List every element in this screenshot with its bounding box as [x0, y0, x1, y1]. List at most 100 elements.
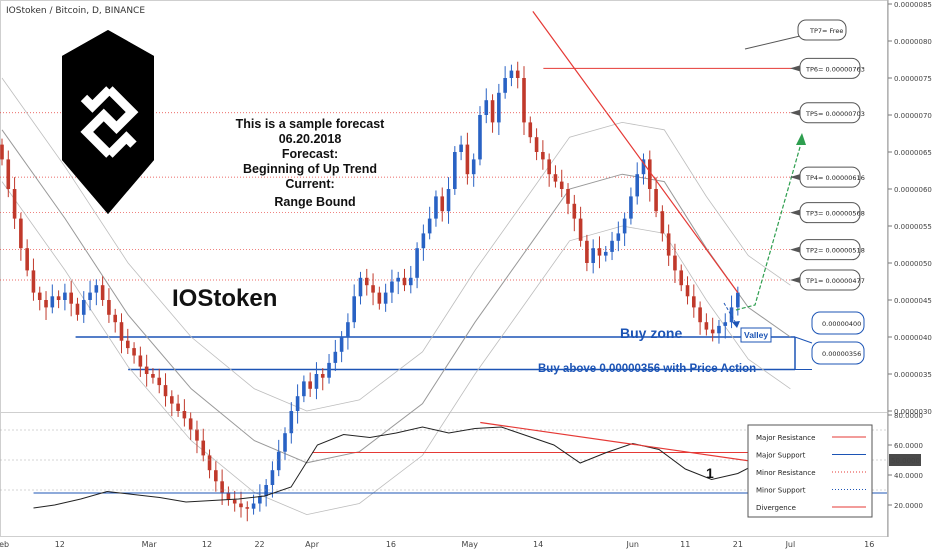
legend-label: Minor Resistance: [756, 469, 816, 477]
valley-label: Valley: [744, 330, 768, 340]
candle-body: [647, 159, 652, 189]
candle-body: [729, 307, 734, 323]
tp-callout-pointer: [790, 65, 800, 72]
grid-layer: [0, 67, 800, 281]
candle-body: [283, 433, 287, 452]
candle-body: [553, 174, 558, 182]
candle-body: [679, 270, 684, 286]
candle-body: [635, 174, 640, 197]
candle-body: [19, 218, 23, 249]
candle-body: [333, 351, 338, 363]
candle-body: [572, 203, 577, 219]
valley-box: [740, 327, 772, 343]
date-tick-label: 11: [680, 540, 690, 549]
legend-label: Major Resistance: [756, 434, 815, 442]
candle-body: [616, 233, 621, 241]
svg-text:06.20.2018: 06.20.2018: [279, 132, 342, 146]
candle-body: [597, 248, 602, 256]
candles: [0, 61, 740, 522]
osc-tick-label: 20.0000: [894, 502, 923, 510]
candle-body: [641, 159, 646, 175]
candle-body: [377, 292, 382, 304]
date-tick-label: Jun: [625, 540, 639, 549]
candle-body: [25, 248, 29, 271]
candle-body: [176, 403, 180, 411]
svg-text:Range Bound: Range Bound: [274, 195, 355, 209]
osc-tick-label: 40.0000: [894, 472, 923, 480]
forecast-up-arrow: [735, 139, 803, 311]
candle-body: [471, 159, 476, 175]
candle-body: [402, 277, 407, 286]
candle-body: [692, 296, 696, 308]
date-tick-label: Feb: [0, 540, 9, 549]
candle-body: [81, 300, 86, 315]
divergence-line: [480, 421, 765, 464]
candle-body: [308, 381, 312, 389]
candle-body: [585, 240, 589, 263]
tp-callout-pointer: [790, 209, 800, 216]
candle-body: [704, 322, 709, 330]
tp-callout-label: TP3= 0.00000568: [805, 210, 865, 218]
price-tick-label: 0.00000400: [894, 334, 932, 342]
candle-body: [119, 322, 124, 341]
zone-layer: [75, 336, 813, 371]
candle-body: [591, 248, 595, 263]
svg-text:Forecast:: Forecast:: [282, 147, 338, 161]
tp7-callout: TP7= Free: [744, 19, 847, 50]
candle-body: [151, 374, 155, 378]
candle-body: [603, 251, 608, 256]
oscillator-line: [33, 426, 765, 509]
lower-band-line: [1, 181, 791, 516]
osc-current-value: 50.0000: [891, 457, 920, 465]
tp-callout-label: TP2= 0.00000518: [805, 247, 865, 255]
candle-body: [44, 300, 48, 308]
candle-body: [522, 78, 526, 123]
candle-body: [346, 322, 350, 337]
price-tick-label: 0.00000300: [894, 408, 932, 416]
date-tick-label: 12: [55, 540, 65, 549]
date-tick-label: Mar: [142, 540, 158, 549]
candle-body: [207, 455, 212, 471]
candle-body: [629, 196, 633, 219]
candle-body: [138, 355, 143, 367]
candle-body: [673, 255, 677, 271]
legend-label: Divergence: [756, 504, 796, 512]
candle-body: [440, 196, 445, 212]
candle-body: [214, 470, 218, 482]
tp-callout-pointer: [790, 246, 800, 253]
candle-body: [270, 470, 275, 485]
candle-body: [478, 115, 482, 160]
candle-body: [515, 70, 520, 78]
candle-body: [50, 296, 55, 308]
candle-body: [371, 285, 375, 293]
candle-body: [188, 418, 193, 430]
tp-callout-pointer: [790, 277, 800, 284]
candle-body: [31, 270, 36, 293]
candle-body: [0, 144, 4, 160]
svg-text:Current:: Current:: [285, 177, 334, 191]
candle-body: [107, 300, 111, 315]
candle-body: [528, 122, 533, 138]
candle-body: [12, 189, 17, 219]
candle-body: [6, 159, 11, 189]
candle-body: [182, 411, 187, 419]
tp-callout-pointer: [790, 174, 800, 181]
date-tick-label: 12: [202, 540, 212, 549]
candle-body: [427, 218, 432, 234]
candle-body: [352, 296, 356, 323]
candle-body: [446, 189, 451, 212]
candle-body: [534, 137, 539, 152]
zone-connector: [794, 336, 813, 344]
candle-body: [100, 285, 105, 300]
tp-callouts: TP6= 0.00000763 TP5= 0.00000703 TP4= 0.000…: [790, 57, 865, 291]
candle-body: [157, 377, 162, 386]
forecast-arrowhead: [796, 133, 806, 145]
candle-body: [660, 211, 665, 234]
buy-above-label: Buy above 0.00000356 with Price Action: [538, 363, 756, 375]
candle-body: [566, 189, 570, 204]
date-tick-label: 14: [533, 540, 543, 549]
